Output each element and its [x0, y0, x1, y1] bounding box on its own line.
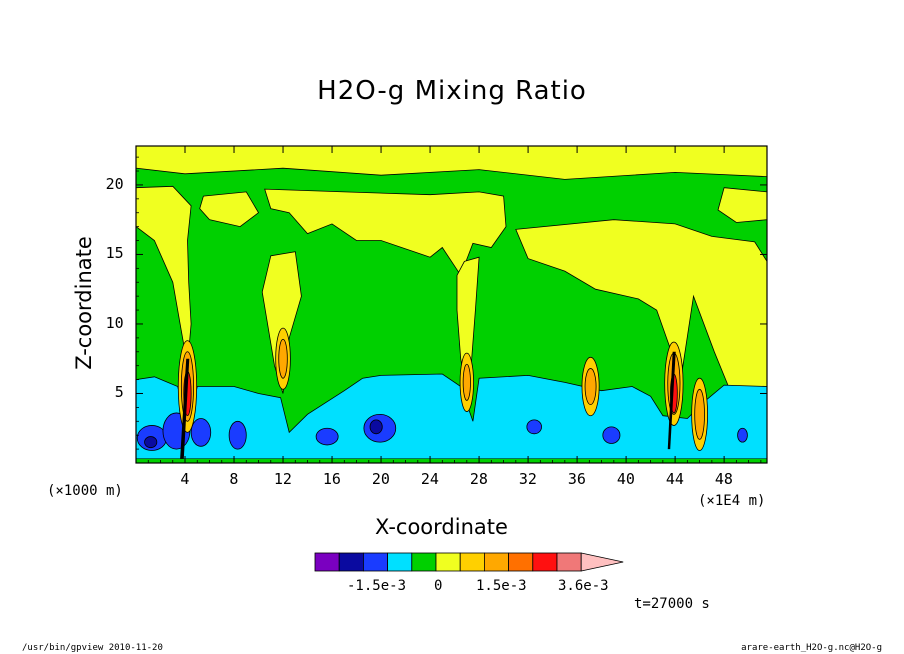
x-tick-label: 44	[665, 470, 684, 488]
x-tick-label: 40	[616, 470, 635, 488]
x-tick-label: 36	[567, 470, 586, 488]
colorbar-box	[362, 552, 388, 572]
colorbar-box	[435, 552, 461, 572]
y-tick-label: 10	[105, 313, 124, 332]
x-tick-label: 20	[371, 470, 390, 488]
colorbar-label: 0	[434, 578, 443, 594]
colorbar-label: 3.6e-3	[558, 578, 609, 594]
region-upper-mid	[264, 188, 507, 277]
navy-patch	[369, 419, 383, 435]
colorbar-box	[314, 552, 340, 572]
region-upper-right	[515, 219, 768, 392]
x-tick-label: 8	[229, 470, 239, 488]
y-tick-label: 15	[105, 244, 124, 263]
x-axis-label: X-coordinate	[375, 515, 508, 539]
colorbar-box	[338, 552, 364, 572]
colorbar-box	[459, 552, 485, 572]
region-upper-left2	[199, 191, 260, 228]
plot-frame	[135, 145, 768, 464]
blue-patch	[602, 426, 621, 444]
time-label: t=27000 s	[634, 596, 710, 612]
y-tick-label: 5	[114, 383, 124, 402]
colorbar-box	[532, 552, 558, 572]
dense-contour-4	[180, 358, 190, 459]
dense-contour-44	[667, 351, 676, 450]
navy-patch	[144, 436, 158, 449]
x-tick-label: 12	[273, 470, 292, 488]
blue-patch	[526, 419, 542, 435]
tower-orange	[462, 363, 471, 401]
colorbar-box	[508, 552, 534, 572]
region-bottom-strip	[136, 458, 767, 463]
tower-orange	[584, 368, 597, 406]
x-tick-label: 32	[518, 470, 537, 488]
x-unit-left: (×1000 m)	[47, 483, 123, 499]
x-tick-label: 4	[180, 470, 190, 488]
region-right-top	[717, 187, 768, 223]
blue-patch	[228, 420, 247, 450]
tower-orange	[694, 388, 705, 440]
colorbar-box	[387, 552, 413, 572]
blue-patch	[737, 427, 748, 443]
y-tick-label: 20	[105, 174, 124, 193]
x-tick-label: 48	[714, 470, 733, 488]
colorbar-label: 1.5e-3	[476, 578, 527, 594]
footer-left: /usr/bin/gpview 2010-11-20	[22, 643, 163, 653]
y-axis-label: Z-coordinate	[72, 236, 96, 370]
colorbar-box	[556, 552, 582, 572]
footer-right: arare-earth_H2O-g.nc@H2O-g	[741, 643, 882, 653]
x-unit-right: (×1E4 m)	[698, 493, 766, 509]
colorbar-box	[483, 552, 509, 572]
chart-title: H2O-g Mixing Ratio	[317, 76, 587, 106]
tower-orange	[278, 338, 288, 379]
colorbar-box	[411, 552, 437, 572]
x-tick-label: 16	[322, 470, 341, 488]
colorbar-label: -1.5e-3	[347, 578, 407, 594]
blue-patch	[190, 418, 212, 447]
blue-patch	[315, 427, 339, 446]
x-tick-label: 28	[469, 470, 488, 488]
region-tower-12	[261, 251, 302, 394]
x-tick-label: 24	[420, 470, 439, 488]
colorbar-arrow	[580, 552, 624, 572]
